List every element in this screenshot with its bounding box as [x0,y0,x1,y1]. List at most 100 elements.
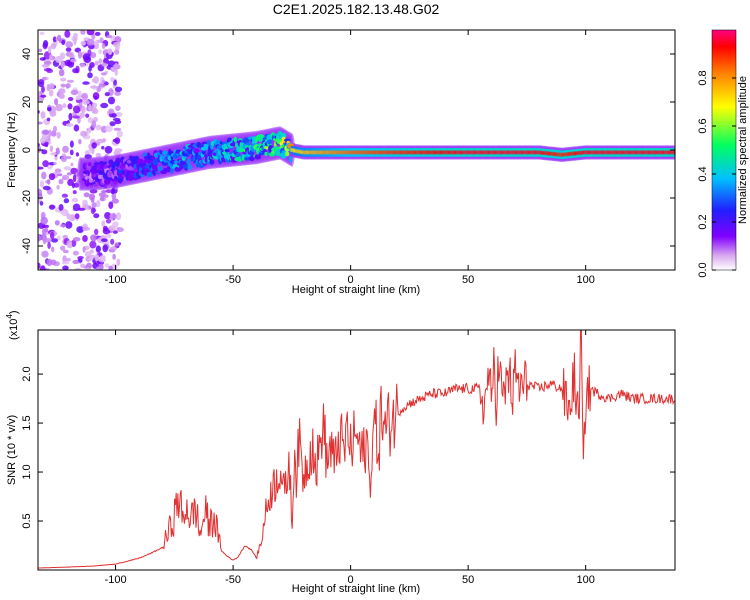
spectrogram-noise-cell [113,63,119,70]
spectrogram-noise-cell [114,86,123,93]
spectrogram-noise-cell [72,68,79,74]
spectrogram-noise-cell [72,115,80,119]
spectrogram-noise-cell [105,189,113,194]
spectrogram-ridge-cell [267,138,272,145]
spectrogram-noise-cell [83,56,92,63]
snr-plot: -100 -50 0 50 100 0.5 1.0 1.5 2.0 Height of stra… [5,310,676,595]
spectrogram-noise-cell [114,148,123,153]
spectrogram-noise-cell [56,131,61,139]
spectrogram-noise-cell [41,85,45,93]
spectrogram-noise-cell [72,237,81,242]
spectrogram-noise-cell [50,43,57,50]
spectrogram-noise-cell [65,221,73,229]
spectrogram-noise-cell [38,166,44,170]
spectrogram-noise-cell [43,40,49,48]
colorbar-tick-label: 0.0 [697,262,709,277]
spectrogram-noise-cell [82,235,88,242]
spectrogram-ridge-cell [134,156,140,160]
spectrogram-noise-cell [96,86,101,93]
spectrogram-noise-cell [41,171,47,180]
spectrogram-noise-cell [93,213,100,219]
spectrogram-noise-cell [92,92,100,100]
spectrogram-noise-cell [81,105,86,114]
spectrogram-y-label: Frequency (Hz) [6,112,18,188]
spectrogram-noise-cell [94,60,99,66]
spectrogram-noise-cell [89,62,95,68]
spectrogram-noise-cell [114,68,118,76]
spectrogram-noise-cell [78,90,82,98]
spectrogram-ridge-cell [289,156,293,163]
spectrogram-noise-cell [66,257,71,262]
snr-multiplier-exponent: 4 [5,314,14,319]
spectrogram-ridge-cell [245,142,251,146]
spectrogram-noise-cell [75,152,79,157]
spectrogram-noise-cell [59,224,66,228]
spectrogram-ridge-cell [285,151,290,157]
spectrogram-noise-cell [48,129,52,138]
spectrogram-noise-cell [72,259,79,265]
spectrogram-noise-cell [80,130,88,137]
spectrogram-noise-cell [111,192,117,200]
spectrogram-noise-cell [71,197,79,203]
spectrogram-noise-cell [90,85,98,89]
spectrogram-noise-cell [101,145,105,150]
spectrogram-heatmap [38,30,675,270]
spectrogram-noise-cell [48,204,56,210]
x-tick-label: 0 [348,274,354,286]
spectrogram-noise-cell [89,240,97,249]
spectrogram-noise-cell [90,234,97,242]
colorbar-gradient [711,29,737,271]
spectrogram-noise-cell [88,205,92,210]
spectrogram-noise-cell [108,108,114,114]
spectrogram-noise-cell [80,263,86,268]
spectrogram-noise-cell [54,98,59,106]
spectrogram-noise-cell [104,263,110,268]
spectrogram-noise-cell [86,38,95,46]
snr-multiplier-close: ) [8,310,20,314]
spectrogram-ridge-cell [187,164,192,171]
colorbar-tick-label: 0.4 [697,166,709,181]
spectrogram-noise-cell [58,204,64,211]
snr-y-label: SNR (10 * v/v) [6,415,18,485]
spectrogram-noise-cell [54,220,60,226]
colorbar-tick-label: 0.6 [697,118,709,133]
spectrogram-noise-cell [98,83,106,87]
spectrogram-noise-cell [113,41,121,48]
spectrogram-noise-cell [82,226,90,231]
spectrogram-noise-cell [94,31,101,36]
spectrogram-noise-cell [63,166,72,171]
spectrogram-noise-cell [82,99,90,105]
spectrogram-noise-cell [109,213,117,220]
spectrogram-noise-cell [49,82,55,90]
spectrogram-ridge-cell [115,157,121,165]
spectrogram-noise-cell [40,216,48,225]
spectrogram-noise-cell [62,103,67,108]
x-tick-label: 0 [348,574,354,586]
spectrogram-noise-cell [87,72,93,79]
spectrogram-noise-cell [72,203,81,212]
spectrogram-noise-cell [61,193,68,198]
spectrogram-ridge-cell [254,154,262,160]
spectrogram-noise-cell [114,91,121,96]
spectrogram-noise-cell [66,172,72,176]
spectrogram-noise-cell [99,196,105,202]
spectrogram-noise-cell [116,227,121,231]
spectrogram-noise-cell [115,212,122,221]
spectrogram-noise-cell [115,112,123,117]
spectrogram-noise-cell [49,145,54,153]
y-tick-label: 20 [21,96,33,108]
spectrogram-noise-cell [70,162,74,167]
spectrogram-ridge-cell [186,158,191,166]
spectrogram-noise-cell [73,32,78,39]
spectrogram-noise-cell [105,125,113,133]
spectrogram-noise-cell [49,110,57,117]
spectrogram-noise-cell [42,129,50,135]
spectrogram-noise-cell [42,237,47,245]
spectrogram-ridge-cell [180,161,188,166]
spectrogram-noise-cell [114,242,120,247]
spectrogram-noise-cell [114,137,121,145]
spectrogram-noise-cell [62,145,69,153]
spectrogram-noise-cell [79,102,83,109]
spectrogram-noise-cell [116,130,123,138]
x-tick-label: 50 [462,574,474,586]
